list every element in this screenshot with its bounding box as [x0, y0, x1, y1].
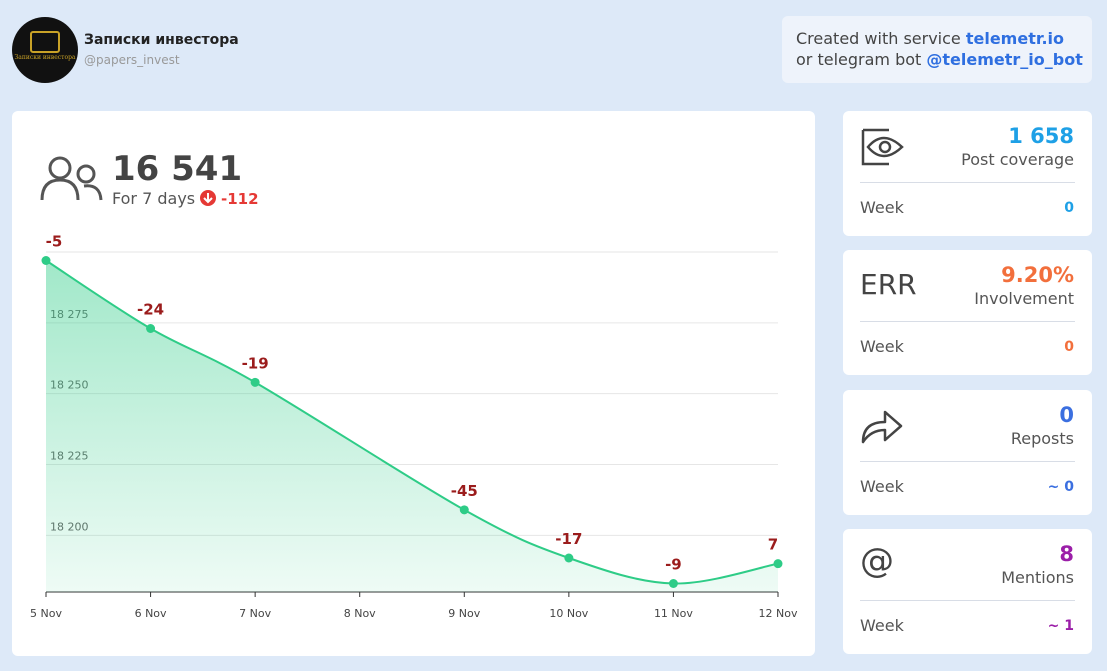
- channel-handle: @papers_invest: [84, 53, 180, 67]
- x-tick-label: 5 Nov: [30, 607, 62, 620]
- avatar: Записки инвестора: [12, 17, 78, 83]
- bot-link[interactable]: @telemetr_io_bot: [926, 50, 1083, 69]
- stat-card: 0 Reposts Week ~ 0: [843, 390, 1092, 515]
- chart: 16 541 For 7 days -112 18 20018 22518 25…: [30, 149, 798, 620]
- credit-text: or telegram bot: [796, 50, 922, 69]
- credit-box: Created with service telemetr.io or tele…: [782, 16, 1092, 83]
- channel-name: Записки инвестора: [84, 32, 239, 48]
- credit-line: Created with service telemetr.io: [796, 28, 1092, 49]
- x-tick-label: 10 Nov: [549, 607, 588, 620]
- stat-card: ERR 9.20% Involvement Week 0: [843, 250, 1092, 375]
- data-label: 7: [768, 536, 778, 554]
- card-label: Post coverage: [961, 150, 1074, 169]
- data-label: -24: [137, 301, 164, 319]
- card-label: Mentions: [1001, 568, 1074, 587]
- change-total: -112: [221, 190, 259, 208]
- x-tick-label: 11 Nov: [654, 607, 693, 620]
- card-label: Reposts: [1010, 429, 1074, 448]
- x-tick-label: 6 Nov: [135, 607, 167, 620]
- week-label: Week: [860, 198, 904, 217]
- week-value: 0: [1064, 339, 1074, 355]
- credit-line: or telegram bot @telemetr_io_bot: [796, 49, 1092, 70]
- avatar-logo: [30, 31, 60, 53]
- x-tick-label: 8 Nov: [344, 607, 376, 620]
- avatar-text: Записки инвестора: [14, 54, 76, 61]
- card-value: 0: [1059, 403, 1074, 427]
- x-tick-label: 12 Nov: [759, 607, 798, 620]
- point: [459, 505, 469, 515]
- subscriber-count: 16 541: [112, 149, 242, 189]
- area: [46, 260, 778, 592]
- card-value: 8: [1059, 542, 1074, 566]
- separator: [860, 600, 1075, 601]
- separator: [860, 182, 1075, 183]
- card-value: 9.20%: [1001, 263, 1074, 287]
- service-link[interactable]: telemetr.io: [965, 29, 1065, 48]
- down-icon: [200, 190, 216, 206]
- separator: [860, 321, 1075, 322]
- users-icon: [40, 156, 103, 201]
- point: [773, 559, 783, 569]
- eye-icon: [861, 128, 904, 166]
- week-value: ~ 1: [1047, 618, 1074, 634]
- point: [41, 256, 51, 265]
- point: [668, 579, 678, 588]
- point: [564, 553, 574, 563]
- week-value: 0: [1064, 200, 1074, 216]
- week-label: Week: [860, 477, 904, 496]
- week-label: Week: [860, 616, 904, 635]
- credit-text: Created with service: [796, 29, 961, 48]
- stat-card: @ 8 Mentions Week ~ 1: [843, 529, 1092, 654]
- share-icon: [861, 410, 903, 444]
- data-label: -9: [665, 556, 682, 574]
- data-label: -5: [46, 233, 63, 251]
- x-tick-label: 9 Nov: [448, 607, 480, 620]
- period-label: For 7 days: [112, 189, 195, 208]
- card-label: Involvement: [974, 289, 1074, 308]
- separator: [860, 461, 1075, 462]
- point: [250, 377, 260, 387]
- card-value: 1 658: [1008, 124, 1074, 148]
- card-icon-text: @: [860, 541, 894, 581]
- card-icon-text: ERR: [860, 268, 917, 301]
- week-value: ~ 0: [1047, 479, 1074, 495]
- data-label: -45: [451, 482, 478, 500]
- data-label: -19: [242, 354, 269, 372]
- week-label: Week: [860, 337, 904, 356]
- x-tick-label: 7 Nov: [239, 607, 271, 620]
- data-label: -17: [555, 530, 582, 548]
- stat-card: 1 658 Post coverage Week 0: [843, 111, 1092, 236]
- point: [146, 324, 156, 333]
